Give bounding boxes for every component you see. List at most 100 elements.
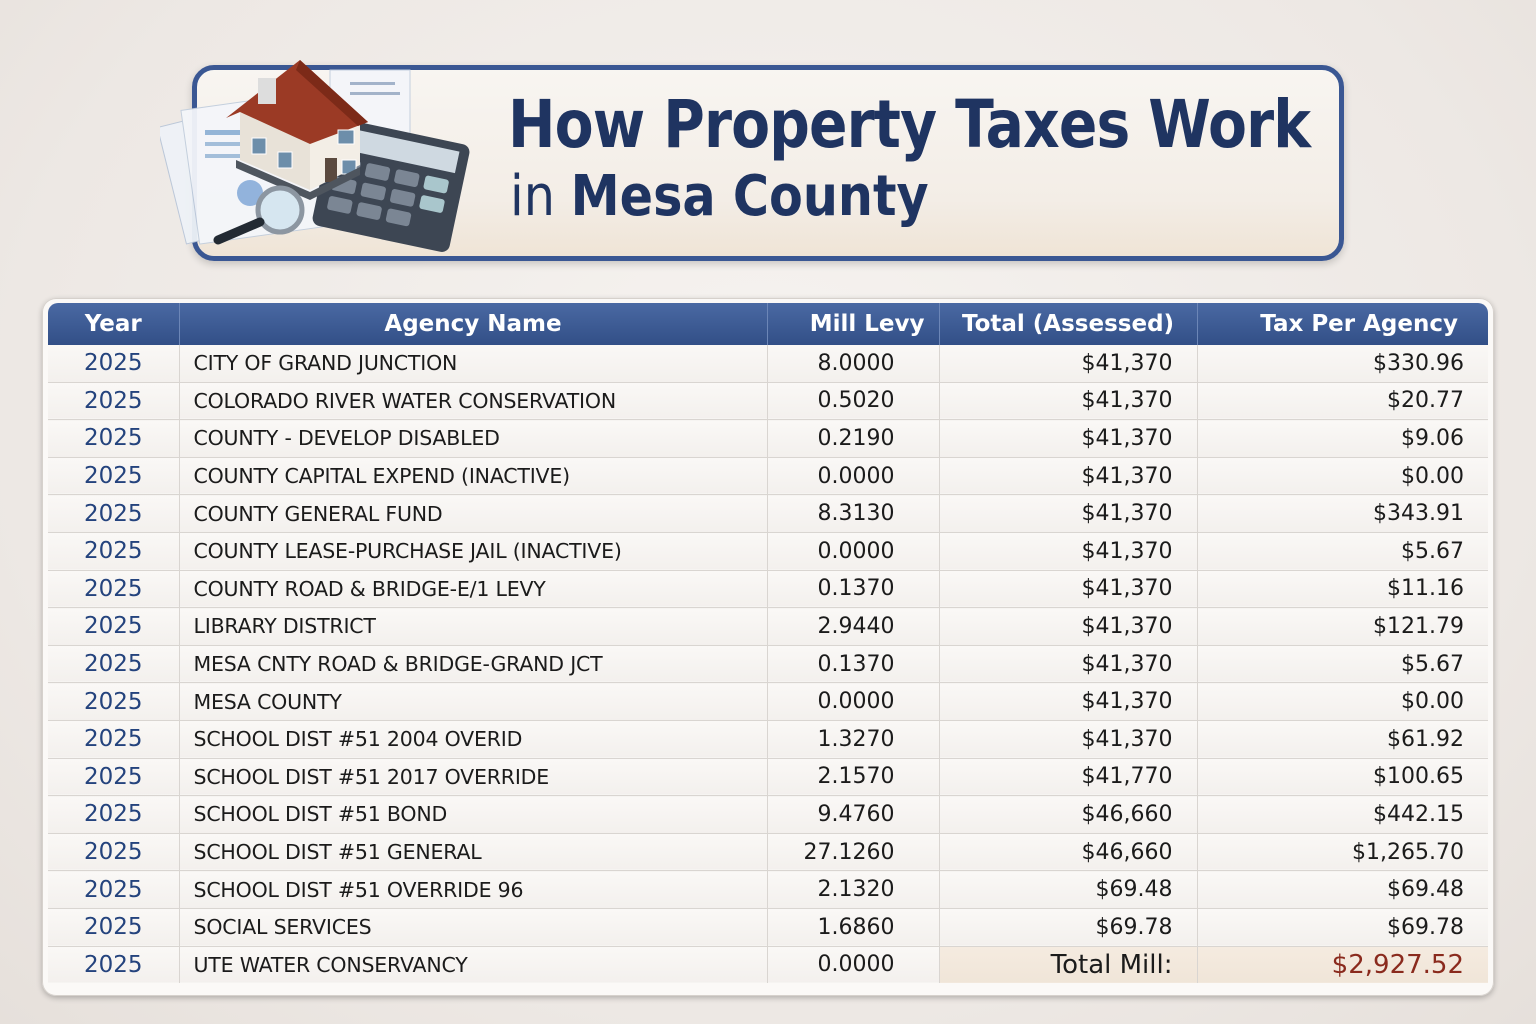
table-cell-agency: SCHOOL DIST #51 GENERAL	[179, 833, 768, 872]
table-cell-tax-per-agency: $5.67	[1197, 532, 1488, 571]
subtitle-county: Mesa County	[570, 164, 929, 229]
table-row: 2025 UTE WATER CONSERVANCY 0.0000 Total Mil…	[48, 946, 1488, 984]
table-row: 2025 MESA CNTY ROAD & BRIDGE-GRAND JCT 0.1…	[48, 645, 1488, 684]
table-cell-year: 2025	[48, 345, 180, 383]
table-cell-total-assessed: $69.48	[939, 870, 1198, 909]
table-cell-total-assessed: $69.78	[939, 908, 1198, 947]
table-cell-mill-levy: 0.5020	[767, 382, 940, 421]
table-cell-tax-per-agency: $69.48	[1197, 870, 1488, 909]
table-row: 2025 MESA COUNTY 0.0000 $41,370 $0.00	[48, 682, 1488, 721]
table-row: 2025 CITY OF GRAND JUNCTION 8.0000 $41,370 $…	[48, 345, 1488, 383]
table-cell-mill-levy: 2.1570	[767, 758, 940, 797]
table-cell-year: 2025	[48, 494, 180, 533]
table-cell-year: 2025	[48, 532, 180, 571]
total-mill-label: Total Mill:	[939, 946, 1198, 984]
table-row: 2025 LIBRARY DISTRICT 2.9440 $41,370 $121.79	[48, 607, 1488, 646]
table-cell-total-assessed: $41,370	[939, 494, 1198, 533]
table-cell-tax-per-agency: $442.15	[1197, 795, 1488, 834]
table-cell-agency: COUNTY CAPITAL EXPEND (INACTIVE)	[179, 457, 768, 496]
table-cell-tax-per-agency: $1,265.70	[1197, 833, 1488, 872]
table-cell-agency: COUNTY LEASE-PURCHASE JAIL (INACTIVE)	[179, 532, 768, 571]
table-cell-total-assessed: $41,370	[939, 419, 1198, 458]
table-cell-year: 2025	[48, 720, 180, 759]
table-row: 2025 COUNTY - DEVELOP DISABLED 0.2190 $41,3…	[48, 419, 1488, 458]
table-cell-mill-levy: 0.2190	[767, 419, 940, 458]
table-cell-agency: MESA CNTY ROAD & BRIDGE-GRAND JCT	[179, 645, 768, 684]
table-cell-year: 2025	[48, 607, 180, 646]
table-row: 2025 SCHOOL DIST #51 OVERRIDE 96 2.1320 $69…	[48, 870, 1488, 909]
table-cell-mill-levy: 0.0000	[767, 946, 940, 984]
page-title: How Property Taxes Work	[508, 86, 1311, 163]
table-cell-year: 2025	[48, 457, 180, 496]
table-cell-year: 2025	[48, 833, 180, 872]
table-cell-tax-per-agency: $100.65	[1197, 758, 1488, 797]
column-header-tax-per-agency: Tax Per Agency	[1197, 303, 1488, 345]
table-cell-agency: COUNTY ROAD & BRIDGE-E/1 LEVY	[179, 570, 768, 609]
table-cell-total-assessed: $41,370	[939, 607, 1198, 646]
table-row: 2025 SOCIAL SERVICES 1.6860 $69.78 $69.78	[48, 908, 1488, 947]
table-cell-mill-levy: 0.1370	[767, 570, 940, 609]
table-cell-total-assessed: $46,660	[939, 833, 1198, 872]
table-cell-year: 2025	[48, 382, 180, 421]
table-cell-year: 2025	[48, 570, 180, 609]
table-cell-year: 2025	[48, 908, 180, 947]
table-cell-tax-per-agency: $343.91	[1197, 494, 1488, 533]
total-mill-value: $2,927.52	[1197, 946, 1488, 984]
column-header-year: Year	[48, 303, 180, 345]
table-cell-mill-levy: 1.3270	[767, 720, 940, 759]
table-cell-mill-levy: 0.1370	[767, 645, 940, 684]
table-cell-total-assessed: $46,660	[939, 795, 1198, 834]
table-cell-tax-per-agency: $0.00	[1197, 457, 1488, 496]
subtitle-prefix: in	[510, 164, 555, 229]
table-cell-tax-per-agency: $61.92	[1197, 720, 1488, 759]
table-cell-tax-per-agency: $5.67	[1197, 645, 1488, 684]
table-cell-agency: COLORADO RIVER WATER CONSERVATION	[179, 382, 768, 421]
table-cell-agency: UTE WATER CONSERVANCY	[179, 946, 768, 984]
table-row: 2025 COUNTY ROAD & BRIDGE-E/1 LEVY 0.1370 $…	[48, 570, 1488, 609]
table-cell-tax-per-agency: $0.00	[1197, 682, 1488, 721]
table-cell-agency: CITY OF GRAND JUNCTION	[179, 345, 768, 383]
table-cell-mill-levy: 2.1320	[767, 870, 940, 909]
column-header-total-assessed: Total (Assessed)	[939, 303, 1198, 345]
table-cell-agency: SOCIAL SERVICES	[179, 908, 768, 947]
table-cell-year: 2025	[48, 419, 180, 458]
table-cell-agency: SCHOOL DIST #51 2017 OVERRIDE	[179, 758, 768, 797]
table-cell-mill-levy: 0.0000	[767, 532, 940, 571]
table-cell-total-assessed: $41,370	[939, 457, 1198, 496]
table-cell-mill-levy: 1.6860	[767, 908, 940, 947]
table-cell-mill-levy: 2.9440	[767, 607, 940, 646]
house-calculator-illustration-icon	[160, 60, 470, 252]
table-cell-mill-levy: 0.0000	[767, 457, 940, 496]
table-row: 2025 COUNTY CAPITAL EXPEND (INACTIVE) 0.00…	[48, 457, 1488, 496]
table-row: 2025 COUNTY LEASE-PURCHASE JAIL (INACTIVE…	[48, 532, 1488, 571]
column-header-agency: Agency Name	[179, 303, 768, 345]
page-subtitle: in Mesa County	[510, 164, 929, 229]
table-cell-agency: COUNTY GENERAL FUND	[179, 494, 768, 533]
column-header-mill-levy: Mill Levy	[767, 303, 940, 345]
table-row: 2025 SCHOOL DIST #51 2004 OVERID 1.3270 $41…	[48, 720, 1488, 759]
table-cell-year: 2025	[48, 946, 180, 984]
table-cell-total-assessed: $41,370	[939, 532, 1198, 571]
table-cell-mill-levy: 9.4760	[767, 795, 940, 834]
table-cell-total-assessed: $41,370	[939, 570, 1198, 609]
table-cell-mill-levy: 27.1260	[767, 833, 940, 872]
table-cell-agency: COUNTY - DEVELOP DISABLED	[179, 419, 768, 458]
table-cell-year: 2025	[48, 870, 180, 909]
table-cell-year: 2025	[48, 758, 180, 797]
table-cell-total-assessed: $41,370	[939, 382, 1198, 421]
table-cell-mill-levy: 8.3130	[767, 494, 940, 533]
tax-table-card: Year Agency Name Mill Levy Total (Assess…	[42, 298, 1494, 996]
table-cell-total-assessed: $41,370	[939, 645, 1198, 684]
table-header-row: Year Agency Name Mill Levy Total (Assess…	[48, 303, 1488, 345]
table-cell-tax-per-agency: $11.16	[1197, 570, 1488, 609]
table-cell-tax-per-agency: $20.77	[1197, 382, 1488, 421]
table-cell-agency: SCHOOL DIST #51 2004 OVERID	[179, 720, 768, 759]
table-cell-agency: MESA COUNTY	[179, 682, 768, 721]
table-cell-tax-per-agency: $69.78	[1197, 908, 1488, 947]
table-row: 2025 COUNTY GENERAL FUND 8.3130 $41,370 $343…	[48, 494, 1488, 533]
table-row: 2025 SCHOOL DIST #51 GENERAL 27.1260 $46,66…	[48, 833, 1488, 872]
table-cell-year: 2025	[48, 645, 180, 684]
table-cell-tax-per-agency: $121.79	[1197, 607, 1488, 646]
tax-table: Year Agency Name Mill Levy Total (Assess…	[48, 303, 1488, 984]
table-cell-agency: LIBRARY DISTRICT	[179, 607, 768, 646]
